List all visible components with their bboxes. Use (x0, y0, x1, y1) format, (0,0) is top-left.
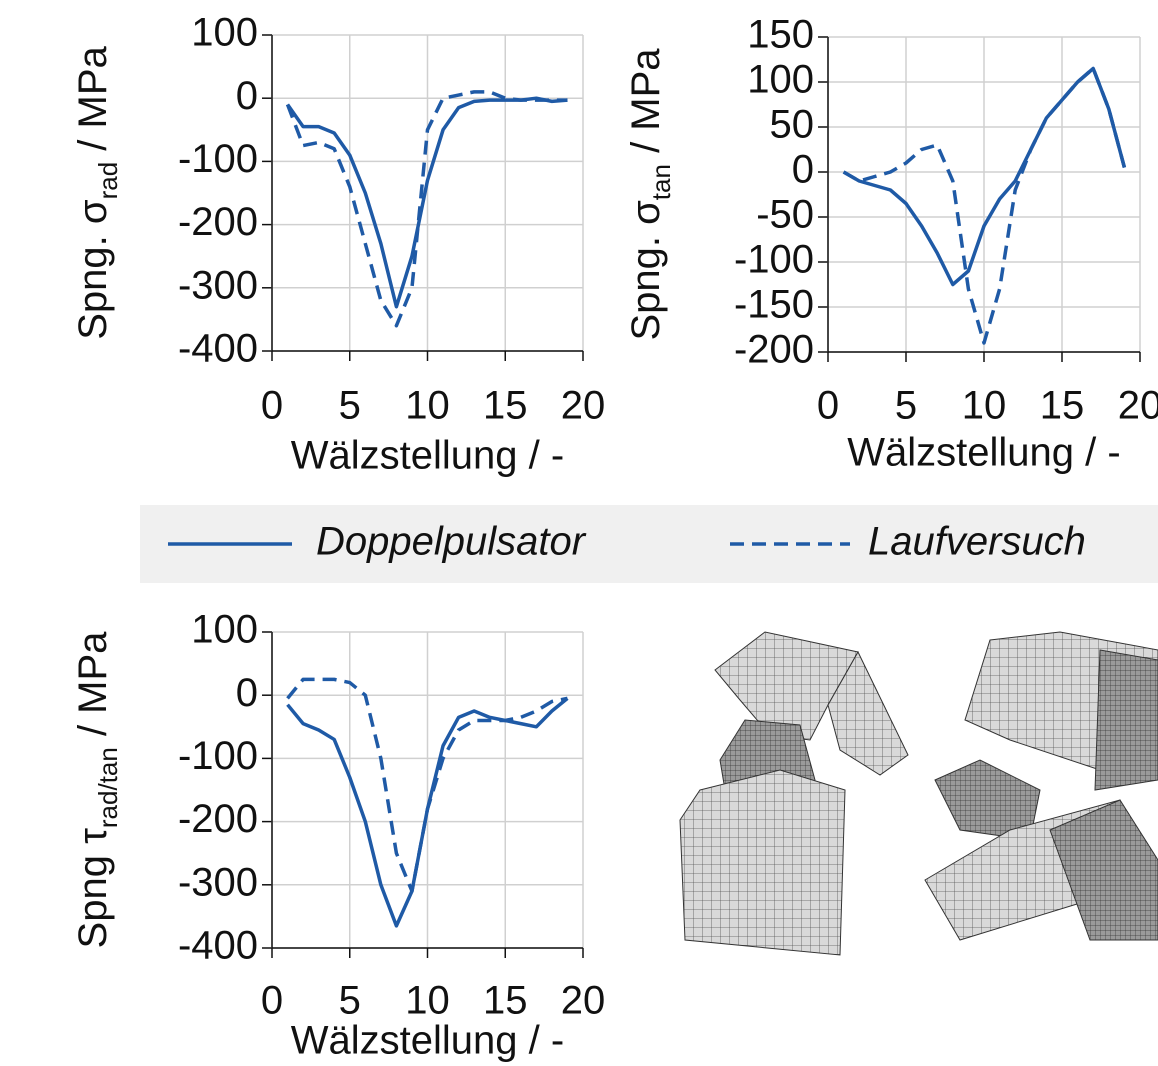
legend-label: Doppelpulsator (316, 520, 587, 564)
y-tick-label: 0 (792, 148, 814, 192)
y-tick-label: -300 (178, 860, 258, 904)
figure: -400-300-200-100010005101520Wälzstellung… (0, 0, 1158, 1066)
y-tick-label: -400 (178, 327, 258, 371)
y-tick-label: -200 (734, 328, 814, 372)
y-axis-label-sub: rad (93, 162, 123, 200)
y-tick-label: -200 (178, 797, 258, 841)
x-axis-label: Wälzstellung / - (847, 431, 1120, 475)
y-axis-label: Spng. σtan / MPa (624, 48, 676, 341)
x-tick-label: 5 (339, 384, 361, 428)
x-tick-label: 15 (483, 979, 528, 1023)
y-tick-label: 100 (191, 608, 258, 652)
x-tick-label: 0 (261, 979, 283, 1023)
y-axis-label-unit: / MPa (71, 631, 115, 747)
fe-mesh-left (680, 632, 908, 955)
y-tick-label: -200 (178, 200, 258, 244)
y-axis-label-sub: rad/tan (93, 747, 123, 828)
y-tick-label: -150 (734, 283, 814, 327)
y-axis-label-sub: tan (646, 164, 676, 200)
x-tick-label: 10 (962, 384, 1007, 428)
y-axis-label-main: Spng τ (71, 828, 115, 949)
legend-label: Laufversuch (868, 520, 1086, 564)
y-tick-label: 0 (236, 74, 258, 118)
y-tick-label: 100 (747, 58, 814, 102)
y-tick-label: 100 (191, 11, 258, 55)
y-axis-label-main: Spng. σ (624, 200, 668, 341)
y-tick-label: 0 (236, 671, 258, 715)
y-axis-label-main: Spng. σ (71, 199, 115, 340)
y-tick-label: -100 (178, 734, 258, 778)
x-axis-label: Wälzstellung / - (291, 434, 564, 478)
y-tick-label: -100 (734, 238, 814, 282)
x-tick-label: 10 (405, 979, 450, 1023)
x-tick-label: 15 (1040, 384, 1085, 428)
y-tick-label: -300 (178, 263, 258, 307)
fe-mesh-right (925, 632, 1158, 940)
x-tick-label: 5 (339, 979, 361, 1023)
x-tick-label: 15 (483, 384, 528, 428)
x-tick-label: 0 (817, 384, 839, 428)
y-axis-label: Spng. σrad / MPa (71, 45, 123, 339)
y-axis-label: Spng τrad/tan / MPa (71, 631, 123, 949)
x-tick-label: 10 (405, 384, 450, 428)
x-tick-label: 20 (1118, 384, 1158, 428)
y-axis-label-unit: / MPa (624, 48, 668, 164)
y-tick-label: -100 (178, 137, 258, 181)
x-tick-label: 20 (561, 384, 606, 428)
y-tick-label: 50 (770, 103, 815, 147)
y-tick-label: -400 (178, 924, 258, 968)
x-axis-label: Wälzstellung / - (291, 1019, 564, 1063)
y-tick-label: 150 (747, 13, 814, 57)
x-tick-label: 0 (261, 384, 283, 428)
y-axis-label-unit: / MPa (71, 45, 115, 161)
y-tick-label: -50 (756, 193, 814, 237)
x-tick-label: 20 (561, 979, 606, 1023)
x-tick-label: 5 (895, 384, 917, 428)
